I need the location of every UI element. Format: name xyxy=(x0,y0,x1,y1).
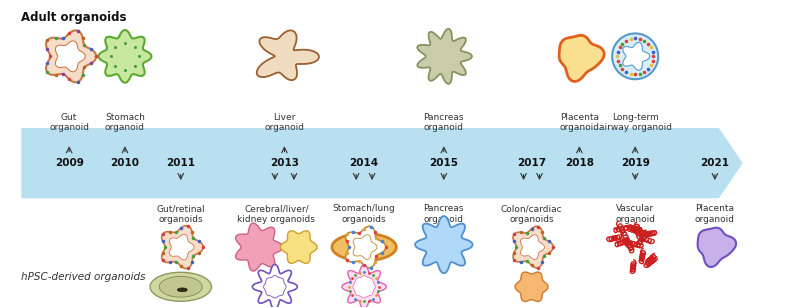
Text: Placenta
organoid: Placenta organoid xyxy=(695,205,735,224)
Ellipse shape xyxy=(159,276,202,297)
Polygon shape xyxy=(280,231,317,263)
Polygon shape xyxy=(252,265,298,308)
Text: 2011: 2011 xyxy=(166,158,195,168)
Text: 2014: 2014 xyxy=(350,158,378,168)
Polygon shape xyxy=(515,272,548,302)
Text: Vascular
organoid: Vascular organoid xyxy=(615,205,655,224)
Polygon shape xyxy=(342,265,386,308)
Text: Cerebral/liver/
kidney organoids: Cerebral/liver/ kidney organoids xyxy=(238,205,315,224)
Polygon shape xyxy=(415,216,473,273)
Polygon shape xyxy=(263,276,286,298)
Text: 2010: 2010 xyxy=(110,158,139,168)
Text: Stomach/lung
organoids: Stomach/lung organoids xyxy=(333,205,395,224)
Polygon shape xyxy=(236,223,282,271)
Text: Adult organoids: Adult organoids xyxy=(22,10,127,23)
Polygon shape xyxy=(623,43,650,70)
Polygon shape xyxy=(418,29,472,84)
Polygon shape xyxy=(353,276,375,298)
Text: Colon/cardiac
organoids: Colon/cardiac organoids xyxy=(501,205,562,224)
FancyArrow shape xyxy=(22,128,743,198)
Text: 2019: 2019 xyxy=(621,158,650,168)
Circle shape xyxy=(178,288,187,292)
Polygon shape xyxy=(162,226,203,269)
Text: Gut/retinal
organoids: Gut/retinal organoids xyxy=(157,205,205,224)
Ellipse shape xyxy=(332,233,396,261)
Text: Long-term
airway organoid: Long-term airway organoid xyxy=(598,113,672,132)
Text: 2018: 2018 xyxy=(565,158,594,168)
Text: Placenta
organoid: Placenta organoid xyxy=(559,113,599,132)
Polygon shape xyxy=(55,41,86,72)
Polygon shape xyxy=(521,235,545,259)
Text: Pancreas
organoid: Pancreas organoid xyxy=(423,113,464,132)
Polygon shape xyxy=(698,228,736,267)
Polygon shape xyxy=(98,30,151,83)
Text: hPSC-derived organoids: hPSC-derived organoids xyxy=(22,272,146,282)
Polygon shape xyxy=(612,34,658,79)
Polygon shape xyxy=(559,35,604,81)
Text: 2017: 2017 xyxy=(517,158,546,168)
Polygon shape xyxy=(257,30,319,80)
Text: 2009: 2009 xyxy=(54,158,83,168)
Polygon shape xyxy=(346,226,386,268)
Polygon shape xyxy=(513,226,554,268)
Text: Liver
organoid: Liver organoid xyxy=(265,113,305,132)
Text: Gut
organoid: Gut organoid xyxy=(49,113,89,132)
Polygon shape xyxy=(353,235,377,259)
Text: Pancreas
organoid: Pancreas organoid xyxy=(423,205,464,224)
Text: Stomach
organoid: Stomach organoid xyxy=(105,113,145,132)
Text: 2013: 2013 xyxy=(270,158,299,168)
Polygon shape xyxy=(170,234,194,260)
Polygon shape xyxy=(46,30,96,82)
Ellipse shape xyxy=(150,272,211,301)
Text: 2015: 2015 xyxy=(430,158,458,168)
Text: 2021: 2021 xyxy=(701,158,730,168)
